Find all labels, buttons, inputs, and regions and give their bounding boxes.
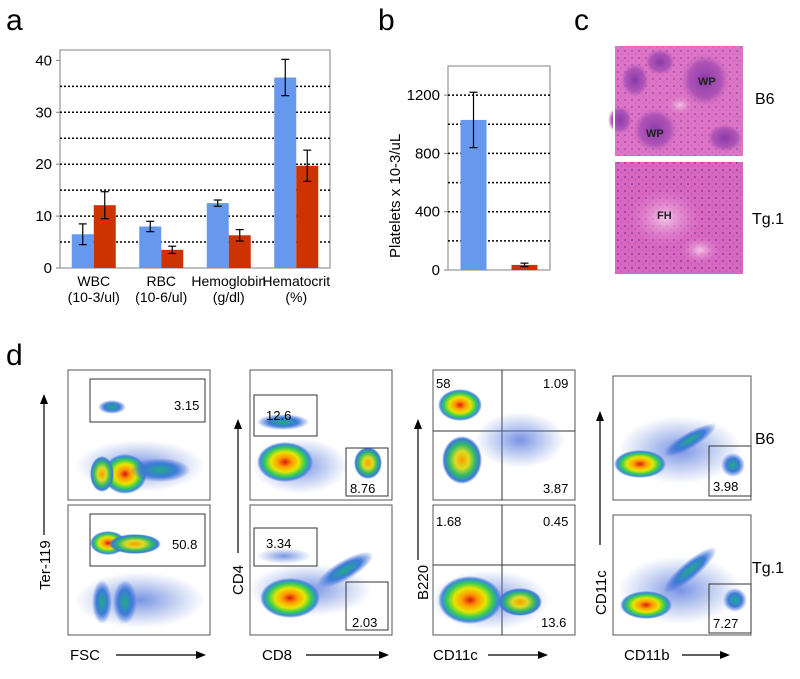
histology-label-fh: FH [657, 210, 672, 222]
gate-value: 1.68 [436, 514, 461, 529]
category-unit-label: (10-3/ul) [68, 289, 120, 305]
flow-plot-b220cd11c-b6 [432, 369, 576, 501]
arrow-right-icon [538, 651, 548, 659]
y-tick-label: 400 [415, 204, 440, 221]
bar [71, 234, 94, 268]
flow-xlabel-cd11b: CD11b [624, 647, 670, 664]
histology-b6-image: WP WP [608, 44, 745, 158]
gate-value: 12.6 [266, 408, 291, 423]
y-tick-label: 40 [35, 52, 52, 69]
arrow-up-icon [40, 394, 48, 404]
category-label: RBC [146, 273, 176, 289]
panel-b-ylabel: Platelets x 10-3/uL [387, 134, 404, 258]
flow-ylabel-ter119: Ter-119 [37, 540, 54, 590]
bar [139, 226, 162, 268]
histology-tg1-image: FH [613, 160, 745, 276]
flow-xlabel-cd11c: CD11c [433, 647, 478, 664]
flow-plot-ter119-tg1 [67, 504, 211, 636]
panel-d-letter: d [6, 339, 23, 372]
flow-plot-b220cd11c-tg1 [430, 504, 576, 636]
histology-label-wp-2: WP [646, 128, 664, 140]
gate-value: 8.76 [350, 481, 375, 496]
category-unit-label: (%) [285, 289, 307, 305]
category-unit-label: (10-6/ul) [135, 289, 187, 305]
y-tick-label: 1200 [407, 87, 440, 104]
flow-ylabel-b220: B220 [415, 565, 432, 600]
gate-value: 13.6 [541, 615, 566, 630]
panel-a-letter: a [6, 4, 23, 37]
category-label: Hematocrit [262, 273, 330, 289]
y-tick-label: 0 [44, 260, 52, 277]
arrow-right-icon [196, 651, 206, 659]
y-tick-label: 800 [415, 145, 440, 162]
category-label: Hemoglobin [191, 273, 266, 289]
flow-plot-cd4cd8-b6 [249, 369, 393, 501]
panel-c-row-label-b6: B6 [755, 91, 775, 108]
arrow-up-icon [596, 411, 604, 421]
y-tick-label: 30 [35, 104, 52, 121]
panel-d-row-label-tg1: Tg.1 [752, 560, 784, 577]
bar [206, 203, 229, 268]
panel-d-row-label-b6: B6 [755, 431, 775, 448]
flow-plot-cd11ccd11b-tg1 [612, 514, 752, 636]
arrow-right-icon [379, 651, 389, 659]
gate-value: 58 [436, 376, 450, 391]
bar [228, 235, 251, 268]
gate-value: 3.87 [543, 481, 568, 496]
flow-ylabel-cd11c: CD11c [593, 570, 610, 615]
panel-a-bar-chart: 0 10 20 30 40 WBC(10-3/ul) RBC(10-6/ul)Hemoglo… [35, 49, 331, 305]
gate-value: 3.15 [174, 398, 199, 413]
bar [274, 77, 297, 268]
flow-ylabel-cd4: CD4 [230, 565, 247, 595]
flow-plot-ter119-b6 [67, 369, 211, 501]
category-unit-label: (g/dl) [213, 289, 245, 305]
bar [93, 205, 116, 268]
gate-value: 2.03 [352, 615, 377, 630]
gate-value: 0.45 [543, 514, 568, 529]
arrow-up-icon [234, 419, 242, 429]
gate-value: 3.98 [713, 479, 738, 494]
panel-b-letter: b [378, 4, 395, 37]
panel-c-letter: c [574, 4, 589, 37]
category-label: WBC [77, 273, 110, 289]
bar [161, 249, 184, 268]
y-tick-label: 10 [35, 208, 52, 225]
bar [511, 264, 538, 270]
histology-label-wp-1: WP [698, 76, 716, 88]
gate-value: 3.34 [266, 536, 291, 551]
arrow-up-icon [414, 419, 422, 429]
gate-value: 50.8 [172, 537, 197, 552]
flow-plot-cd11ccd11b-b6 [612, 375, 752, 501]
flow-plot-cd4cd8-tg1 [248, 504, 393, 636]
flow-xlabel-cd8: CD8 [262, 647, 292, 664]
y-tick-label: 20 [35, 156, 52, 173]
gate-value: 1.09 [543, 376, 568, 391]
panel-b-bar-chart: 0 400 800 1200 [407, 65, 551, 279]
flow-xlabel-fsc: FSC [70, 647, 100, 664]
gate-value: 7.27 [713, 616, 738, 631]
arrow-right-icon [720, 651, 730, 659]
bar [296, 165, 319, 268]
y-tick-label: 0 [432, 262, 440, 279]
panel-c-row-label-tg1: Tg.1 [752, 211, 784, 228]
